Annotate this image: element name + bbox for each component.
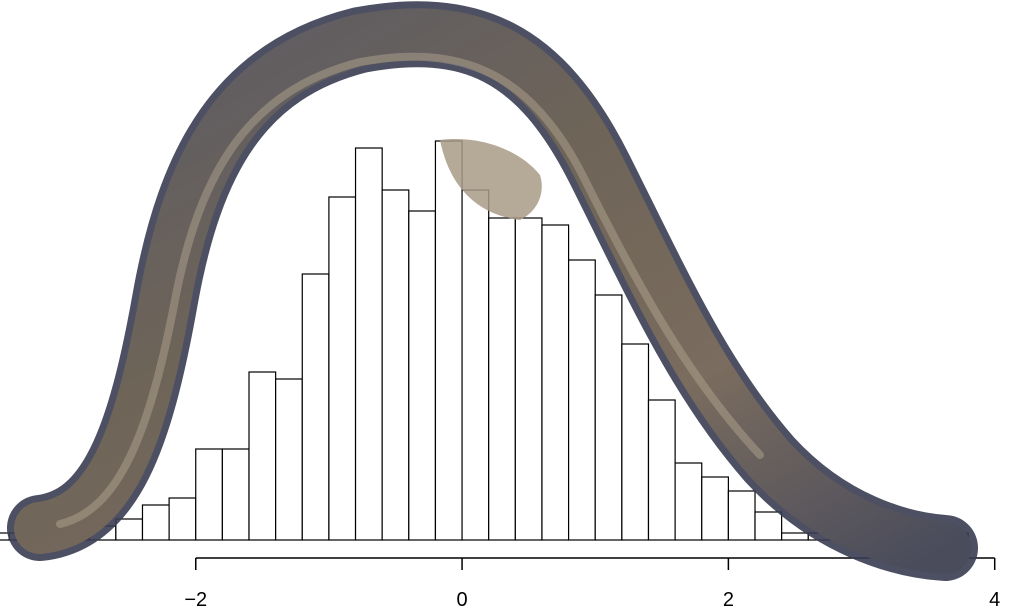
bar bbox=[354, 147, 383, 541]
bar bbox=[275, 378, 303, 541]
bar bbox=[115, 518, 144, 541]
bar bbox=[781, 532, 809, 541]
bar bbox=[727, 490, 756, 541]
bar bbox=[647, 399, 676, 541]
bar bbox=[168, 497, 197, 541]
bar bbox=[754, 511, 783, 541]
bar bbox=[328, 196, 357, 541]
bar bbox=[541, 224, 570, 541]
x-tick-label: 4 bbox=[989, 589, 1000, 611]
bar bbox=[674, 462, 703, 541]
bar bbox=[621, 343, 650, 541]
bar bbox=[514, 217, 543, 541]
worm-image bbox=[7, 1, 978, 581]
bar bbox=[301, 273, 330, 541]
bar bbox=[567, 259, 596, 541]
bar bbox=[488, 217, 516, 541]
bar bbox=[221, 448, 250, 541]
bar bbox=[381, 189, 410, 541]
bar bbox=[434, 140, 463, 541]
x-tick-label: 2 bbox=[723, 589, 734, 611]
bar bbox=[248, 371, 277, 541]
bar bbox=[408, 210, 437, 541]
bar bbox=[701, 476, 729, 541]
bar bbox=[195, 448, 223, 541]
x-tick-label: −2 bbox=[184, 589, 207, 611]
bar bbox=[594, 294, 623, 541]
x-tick-label: 0 bbox=[457, 589, 468, 611]
bar bbox=[141, 504, 170, 541]
bar bbox=[461, 189, 490, 541]
